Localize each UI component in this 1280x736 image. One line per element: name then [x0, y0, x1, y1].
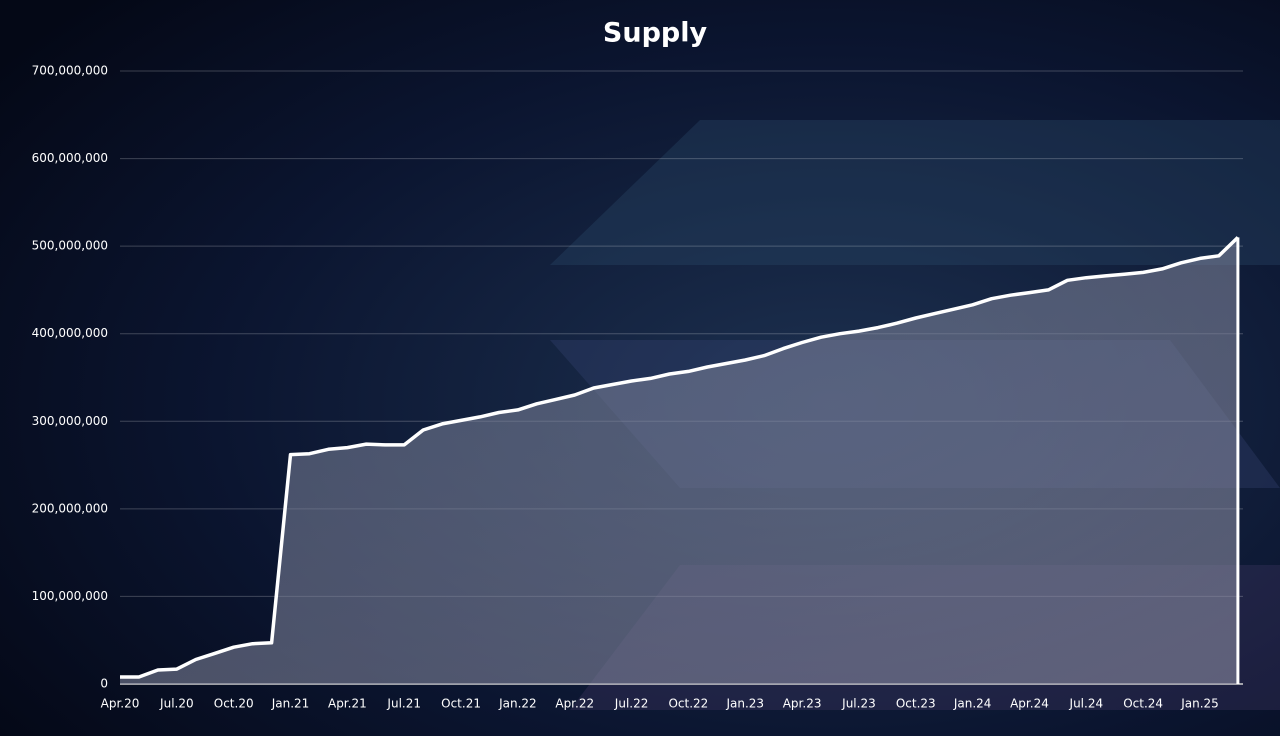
y-tick-label: 700,000,000	[32, 64, 108, 78]
y-tick-label: 0	[100, 677, 108, 691]
x-tick-label: Apr.22	[555, 697, 594, 711]
y-tick-label: 600,000,000	[32, 151, 108, 165]
decor-shape	[550, 120, 1280, 265]
y-tick-label: 100,000,000	[32, 589, 108, 603]
supply-line	[120, 236, 1240, 679]
y-tick-label: 400,000,000	[32, 326, 108, 340]
x-tick-label: Oct.20	[214, 697, 254, 711]
x-tick-label: Jan.23	[725, 697, 764, 711]
x-tick-label: Apr.23	[783, 697, 822, 711]
x-tick-label: Jan.25	[1180, 697, 1219, 711]
x-tick-label: Oct.23	[896, 697, 936, 711]
x-tick-label: Apr.21	[328, 697, 367, 711]
y-tick-label: 500,000,000	[32, 239, 108, 253]
x-tick-label: Oct.24	[1123, 697, 1163, 711]
area-fill	[120, 237, 1238, 684]
x-tick-label: Jul.24	[1069, 697, 1104, 711]
x-tick-label: Jul.21	[386, 697, 421, 711]
chart-title: Supply	[603, 18, 708, 49]
x-tick-label: Jan.24	[953, 697, 992, 711]
x-tick-label: Jul.23	[841, 697, 876, 711]
x-tick-label: Jan.22	[498, 697, 537, 711]
x-tick-label: Apr.24	[1010, 697, 1049, 711]
y-tick-label: 200,000,000	[32, 501, 108, 515]
x-tick-label: Jul.20	[159, 697, 194, 711]
x-tick-label: Apr.20	[101, 697, 140, 711]
x-tick-label: Oct.21	[441, 697, 481, 711]
y-tick-label: 300,000,000	[32, 414, 108, 428]
x-tick-label: Oct.22	[668, 697, 708, 711]
x-tick-label: Jul.22	[614, 697, 649, 711]
x-tick-label: Jan.21	[271, 697, 310, 711]
